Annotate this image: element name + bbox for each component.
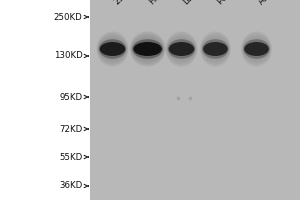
Text: 72KD: 72KD	[59, 124, 83, 134]
Ellipse shape	[132, 39, 163, 59]
Ellipse shape	[243, 39, 270, 59]
Ellipse shape	[99, 39, 126, 59]
Ellipse shape	[133, 42, 162, 56]
Text: 293T: 293T	[112, 0, 134, 6]
Ellipse shape	[241, 31, 272, 66]
Ellipse shape	[97, 31, 128, 66]
Text: 130KD: 130KD	[54, 51, 82, 60]
Text: 250KD: 250KD	[54, 12, 82, 21]
Ellipse shape	[166, 34, 197, 64]
Text: 95KD: 95KD	[59, 92, 83, 102]
Ellipse shape	[202, 39, 229, 59]
Ellipse shape	[200, 31, 231, 66]
Ellipse shape	[203, 42, 228, 56]
Ellipse shape	[130, 31, 165, 66]
Ellipse shape	[169, 42, 194, 56]
Bar	[90, 0, 300, 200]
Text: Hela: Hela	[148, 0, 167, 6]
Ellipse shape	[97, 34, 128, 64]
Ellipse shape	[244, 42, 269, 56]
Text: 36KD: 36KD	[59, 182, 83, 190]
Text: 55KD: 55KD	[59, 152, 83, 162]
Text: L02: L02	[182, 0, 199, 6]
Ellipse shape	[100, 42, 125, 56]
Ellipse shape	[168, 39, 195, 59]
Text: A549: A549	[256, 0, 278, 6]
Text: PC-3: PC-3	[215, 0, 236, 6]
Ellipse shape	[166, 31, 197, 66]
Ellipse shape	[130, 34, 165, 64]
